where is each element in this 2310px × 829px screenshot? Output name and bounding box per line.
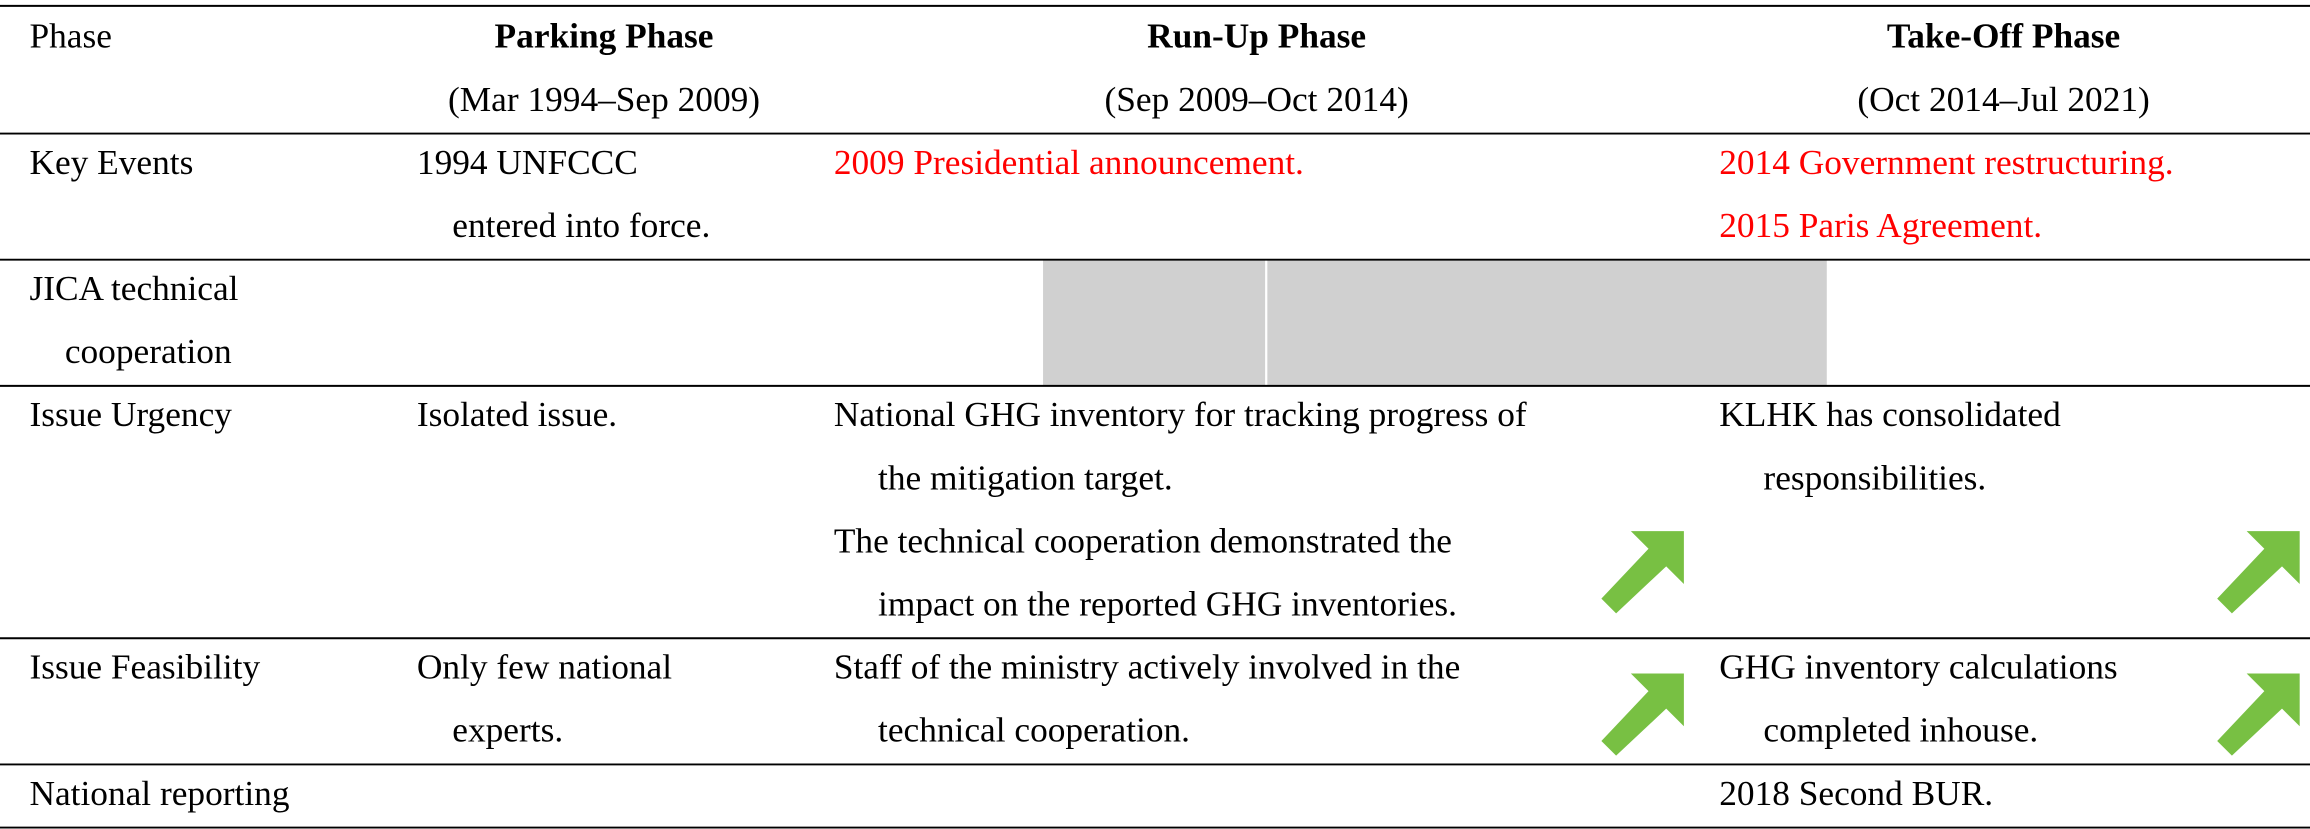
header-label: Phase — [29, 17, 111, 56]
phase-period: (Oct 2014–Jul 2021) — [1857, 80, 2149, 119]
arrow-up — [1601, 531, 1684, 614]
cell-text: technical cooperation. — [878, 711, 1190, 750]
arrow-up — [2217, 673, 2300, 756]
cell-text: 2014 Government restructuring. — [1719, 143, 2173, 182]
row-label: Issue Feasibility — [29, 648, 260, 687]
row-label: Issue Urgency — [29, 395, 232, 434]
cell-text: responsibilities. — [1763, 458, 1986, 497]
row-label: JICA technical — [29, 269, 238, 308]
cell-text: 2018 Second BUR. — [1719, 774, 1993, 813]
phase-title: Parking Phase — [495, 17, 714, 56]
row-label: National reporting — [29, 774, 289, 813]
cell-text: the mitigation target. — [878, 458, 1173, 497]
cell-text: GHG inventory calculations — [1719, 648, 2117, 687]
phase-title: Run-Up Phase — [1147, 17, 1366, 56]
cell-text: impact on the reported GHG inventories. — [878, 585, 1457, 624]
arrow-up — [1601, 673, 1684, 756]
cell-text: The technical cooperation demonstrated t… — [834, 521, 1452, 560]
cell-text: experts. — [452, 711, 563, 750]
phase-period: (Sep 2009–Oct 2014) — [1105, 80, 1409, 119]
row-label: Key Events — [29, 143, 193, 182]
row-label: cooperation — [65, 332, 232, 371]
cell-text: 1994 UNFCCC — [417, 143, 638, 182]
cell-text: 2015 Paris Agreement. — [1719, 206, 2042, 245]
cell-text: KLHK has consolidated — [1719, 395, 2061, 434]
phase-period: (Mar 1994–Sep 2009) — [448, 80, 760, 119]
cell-text: Staff of the ministry actively involved … — [834, 648, 1460, 687]
cell-text: Isolated issue. — [417, 395, 617, 434]
cooperation-bar — [1043, 259, 1827, 386]
arrow-up — [2217, 531, 2300, 614]
cell-text: entered into force. — [452, 206, 710, 245]
cell-text: Only few national — [417, 648, 672, 687]
cell-text: completed inhouse. — [1763, 711, 2038, 750]
phase-title: Take-Off Phase — [1887, 17, 2120, 56]
cell-text: National GHG inventory for tracking prog… — [834, 395, 1527, 434]
cell-text: 2009 Presidential announcement. — [834, 143, 1304, 182]
